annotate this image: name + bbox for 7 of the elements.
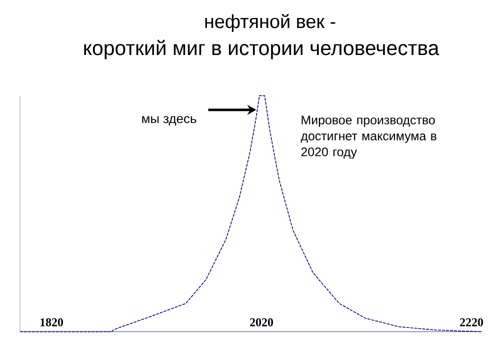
x-tick-label: 2220: [460, 318, 483, 326]
x-tick-label: 1820: [40, 318, 63, 326]
chart-title: нефтяной век -: [205, 14, 336, 32]
annotation: мы здесь: [142, 116, 196, 126]
chart-subtitle: короткий миг в истории человечества: [84, 40, 440, 60]
annotation: Мировое производство достигнет максимума в 2020 году: [300, 116, 436, 159]
x-tick-label: 2020: [250, 318, 273, 326]
